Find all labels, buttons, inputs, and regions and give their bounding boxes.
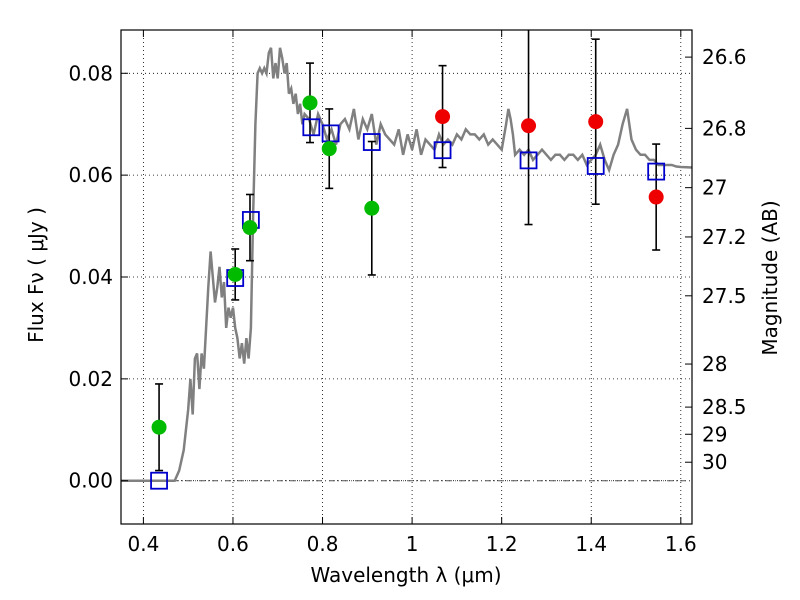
green-data-point <box>227 266 243 282</box>
plot-frame <box>120 29 693 525</box>
mag-tick-label: 29 <box>702 422 727 446</box>
y-tick-label: 0.02 <box>68 367 113 391</box>
green-data-point <box>151 419 167 435</box>
x-tick-label: 1.2 <box>486 532 518 556</box>
x-tick-label: 0.6 <box>217 532 249 556</box>
green-data-point <box>364 200 380 216</box>
model-box-point <box>362 133 381 151</box>
model-box-point <box>150 471 168 490</box>
axis-ticks: 0.4 0.6 0.8 1 1.2 1.4 1.6 0.00 0.02 0.04 0.06 0.08 2… <box>68 30 747 556</box>
mag-tick-label: 26.6 <box>702 45 747 69</box>
y-tick-label: 0.06 <box>68 163 113 187</box>
mag-tick-label: 26.8 <box>702 116 747 140</box>
y-tick-label: 0.08 <box>68 61 113 85</box>
grid <box>121 30 692 524</box>
mag-tick-label: 27 <box>702 176 727 200</box>
mag-tick-label: 28 <box>702 352 727 376</box>
x-axis-title: Wavelength λ (μm) <box>310 563 501 587</box>
y-tick-label: 0.00 <box>68 469 113 493</box>
x-tick-label: 1 <box>406 532 419 556</box>
model-box-point <box>647 162 666 181</box>
red-data-point <box>648 189 664 205</box>
model-box-point <box>519 151 538 170</box>
x-tick-label: 0.4 <box>127 532 159 556</box>
mag-tick-label: 30 <box>702 450 727 474</box>
right-axis-title: Magnitude (AB) <box>758 200 782 355</box>
mag-tick-label: 27.2 <box>702 225 747 249</box>
green-data-point <box>302 95 318 111</box>
x-tick-label: 1.4 <box>575 532 607 556</box>
green-data-point <box>321 141 337 157</box>
red-data-point <box>521 118 537 134</box>
model-box-point <box>586 157 605 175</box>
red-data-point <box>435 109 451 125</box>
mag-tick-label: 27.5 <box>702 284 747 308</box>
y-axis-title: Flux Fν ( μJy ) <box>24 207 48 343</box>
x-tick-label: 0.8 <box>307 532 339 556</box>
x-tick-label: 1.6 <box>665 532 697 556</box>
mag-tick-label: 28.5 <box>702 395 747 419</box>
red-data-point <box>588 114 604 130</box>
model-box-point <box>302 118 321 137</box>
green-data-point <box>242 220 258 236</box>
y-tick-label: 0.04 <box>68 265 113 289</box>
model-box-point <box>433 141 452 160</box>
data-marks <box>150 30 666 490</box>
spectrum-line <box>121 47 693 482</box>
